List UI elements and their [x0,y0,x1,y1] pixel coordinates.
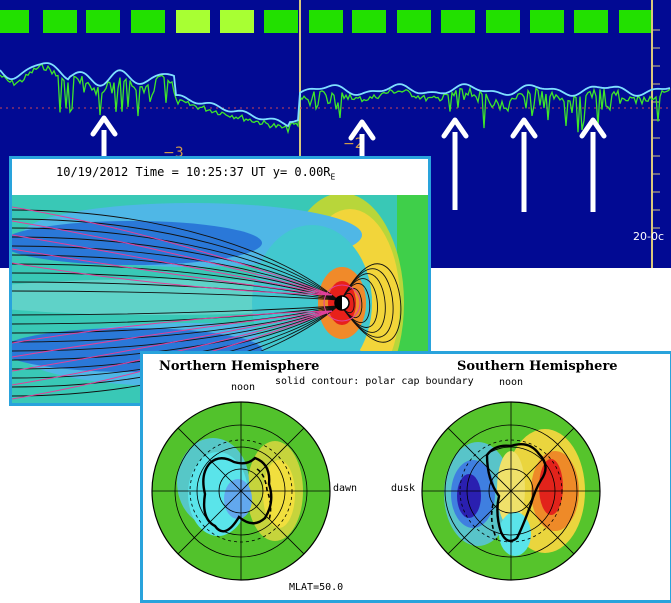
arrow-markers [90,115,607,212]
trace-cyan [0,62,671,128]
pink-line [12,310,333,358]
arrow-head [510,117,538,139]
field-line [12,290,339,301]
north-noon-label: noon [231,382,256,393]
status-block [131,10,165,33]
pink-ring [323,284,361,322]
field-line [12,227,339,301]
field-line [12,209,339,301]
status-block [530,10,564,33]
mlt-spoke [240,490,305,555]
pink-line [12,310,333,372]
north-spokes [152,402,330,580]
dipole-line [341,278,378,328]
mhd-title-text: 10/19/2012 Time = 10:25:37 UT y= 0.00R [56,165,331,179]
south-dashed-boundary [490,503,498,541]
trace-green [0,63,671,135]
field-line [12,218,339,301]
dipole-line [341,273,386,333]
earth-nightside [335,296,342,310]
north-polar-cap-boundary [202,456,273,533]
status-block [43,10,77,33]
status-block [220,10,254,33]
field-line [12,305,339,316]
status-block [264,10,298,33]
mlat-label: MLAT=50.0 [289,582,344,593]
polar-panel: Northern Hemisphere Southern Hemisphere … [140,351,671,603]
polar-plots [151,401,601,581]
mhd-title: 10/19/2012 Time = 10:25:37 UT y= 0.00RE [56,165,335,181]
date-tick-label: 20-0c [633,230,664,243]
status-block [397,10,431,33]
dusk-label: dusk [391,483,416,494]
south-spokes [422,402,600,580]
pink-line [12,220,333,296]
label-minus2: −2 [343,136,364,152]
south-polar-cap-boundary [485,443,547,543]
mhd-header: 10/19/2012 Time = 10:25:37 UT y= 0.00RE [12,159,428,195]
dipole-line [341,268,394,338]
pink-line [12,262,333,296]
status-block [441,10,475,33]
mlt-spoke [240,427,305,492]
mhd-title-subscript: E [330,172,336,182]
north-dashed-boundary [256,468,272,521]
status-block [86,10,120,33]
status-block [309,10,343,33]
status-block [619,10,653,33]
status-block [574,10,608,33]
mlt-spoke [447,490,512,555]
arrow-head [579,117,607,139]
pink-line [12,310,333,386]
arrow-head [348,119,376,141]
status-block [486,10,520,33]
dipole-line [341,283,371,323]
dipole-line [341,288,363,318]
mlt-spoke [510,490,575,555]
arrow-head [90,115,118,137]
south-hemisphere-title: Southern Hemisphere [457,359,618,374]
arrow-head [441,117,469,139]
status-block [352,10,386,33]
status-block [176,10,210,33]
pink-line [12,234,333,296]
pink-contours [12,206,361,400]
status-block [0,10,29,33]
north-hemisphere-title: Northern Hemisphere [159,359,320,374]
pink-line [12,206,333,296]
dawn-label: dawn [333,483,358,494]
status-indicator-row [0,10,653,33]
pink-line [12,310,333,344]
pink-line [12,248,333,296]
right-axis-ticks [652,29,660,229]
mlt-spoke [177,427,242,492]
south-noon-label: noon [499,377,524,388]
mlt-spoke [447,427,512,492]
field-line [12,305,339,370]
field-line [12,236,339,301]
dipole-line [341,292,355,314]
polar-subtitle: solid contour: polar cap boundary [275,376,474,387]
